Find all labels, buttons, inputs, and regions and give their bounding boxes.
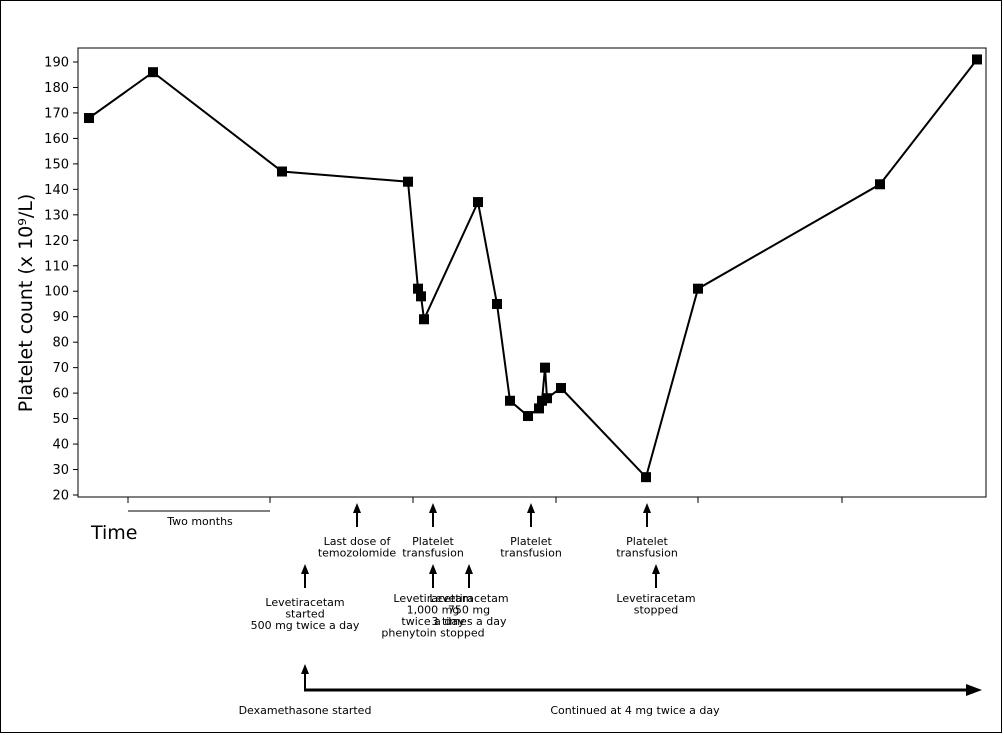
data-point <box>277 166 287 177</box>
y-tick-label: 70 <box>52 361 69 376</box>
y-tick-label: 60 <box>52 387 69 402</box>
annotation-text: Platelet <box>510 535 552 548</box>
y-tick-label: 90 <box>52 310 69 325</box>
data-point <box>641 472 651 483</box>
annotation-text: Last dose of <box>324 535 392 548</box>
annotation-arrowhead <box>301 564 309 574</box>
dexamethasone-continued-label: Continued at 4 mg twice a day <box>550 704 720 717</box>
data-markers <box>84 54 982 483</box>
annotation-text: Platelet <box>412 535 454 548</box>
data-point <box>540 362 550 373</box>
data-point <box>693 283 703 294</box>
data-point <box>416 291 426 302</box>
annotation-arrowhead <box>429 564 437 574</box>
data-point <box>875 179 885 190</box>
y-tick-label: 110 <box>44 259 69 274</box>
scale-bar-label: Two months <box>166 515 233 528</box>
y-tick-label: 160 <box>44 132 69 147</box>
y-tick-label: 190 <box>44 56 69 71</box>
annotation-arrowhead <box>527 503 535 513</box>
annotation-text: Levetiracetam <box>265 596 344 609</box>
annotation-arrowhead <box>465 564 473 574</box>
annotation-text: Platelet <box>626 535 668 548</box>
y-tick-label: 20 <box>52 489 69 504</box>
data-point <box>84 113 94 124</box>
annotation-text: 1,000 mg <box>407 604 460 617</box>
data-point <box>148 67 158 78</box>
y-axis-label: Platelet count (x 10⁹/L) <box>15 194 37 413</box>
annotation-arrowhead <box>353 503 361 513</box>
annotation-text: Levetiracetam <box>393 592 472 605</box>
x-axis-label: Time <box>90 522 138 544</box>
data-point <box>473 197 483 208</box>
axes <box>77 47 987 498</box>
annotation-arrowhead <box>652 564 660 574</box>
data-point <box>534 403 544 414</box>
series-line <box>88 58 978 480</box>
y-tick-label: 80 <box>52 336 69 351</box>
annotation-text: stopped <box>634 604 679 617</box>
annotation-text: phenytoin stopped <box>381 627 484 640</box>
y-tick-label: 50 <box>52 412 69 427</box>
annotation-text: twice a day <box>401 615 465 628</box>
y-tick-label: 100 <box>44 285 69 300</box>
dexamethasone-start-label: Dexamethasone started <box>239 704 372 717</box>
y-tick-label: 170 <box>44 106 69 121</box>
data-point <box>523 411 533 422</box>
annotation-arrowhead <box>643 503 651 513</box>
data-point <box>413 283 423 294</box>
annotation-text: transfusion <box>402 547 464 560</box>
y-tick-label: 40 <box>52 438 69 453</box>
y-tick-label: 140 <box>44 183 69 198</box>
annotation-text: 750 mg <box>448 604 490 617</box>
annotation-text: 500 mg twice a day <box>251 619 360 632</box>
annotation-text: Levetiracetam <box>616 592 695 605</box>
data-point <box>492 298 502 309</box>
y-tick-label: 120 <box>44 234 69 249</box>
annotation-text: started <box>285 608 324 621</box>
data-point <box>542 393 552 404</box>
x-ticks <box>127 497 843 503</box>
annotation-text: transfusion <box>616 547 678 560</box>
dexamethasone-start-arrowhead <box>301 664 309 674</box>
annotation-text: transfusion <box>500 547 562 560</box>
annotation-text: 3 times a day <box>431 615 507 628</box>
y-tick-label: 150 <box>44 157 69 172</box>
annotation-text: Levetiracetam <box>429 592 508 605</box>
y-tick-label: 30 <box>52 463 69 478</box>
plot-area-border <box>77 47 987 498</box>
data-point <box>556 383 566 394</box>
y-tick-label: 180 <box>44 81 69 96</box>
data-point <box>403 176 413 187</box>
data-point <box>972 54 982 65</box>
y-ticks: 20 30 40 50 60 70 80 90 100 110 120 130 140 150 160 170… <box>44 56 78 504</box>
y-tick-label: 130 <box>44 208 69 223</box>
annotation-text: temozolomide <box>318 547 397 560</box>
data-point <box>505 395 515 406</box>
annotation-arrowhead <box>429 503 437 513</box>
data-point <box>419 314 429 325</box>
dexamethasone-continued-arrowhead <box>966 684 982 696</box>
